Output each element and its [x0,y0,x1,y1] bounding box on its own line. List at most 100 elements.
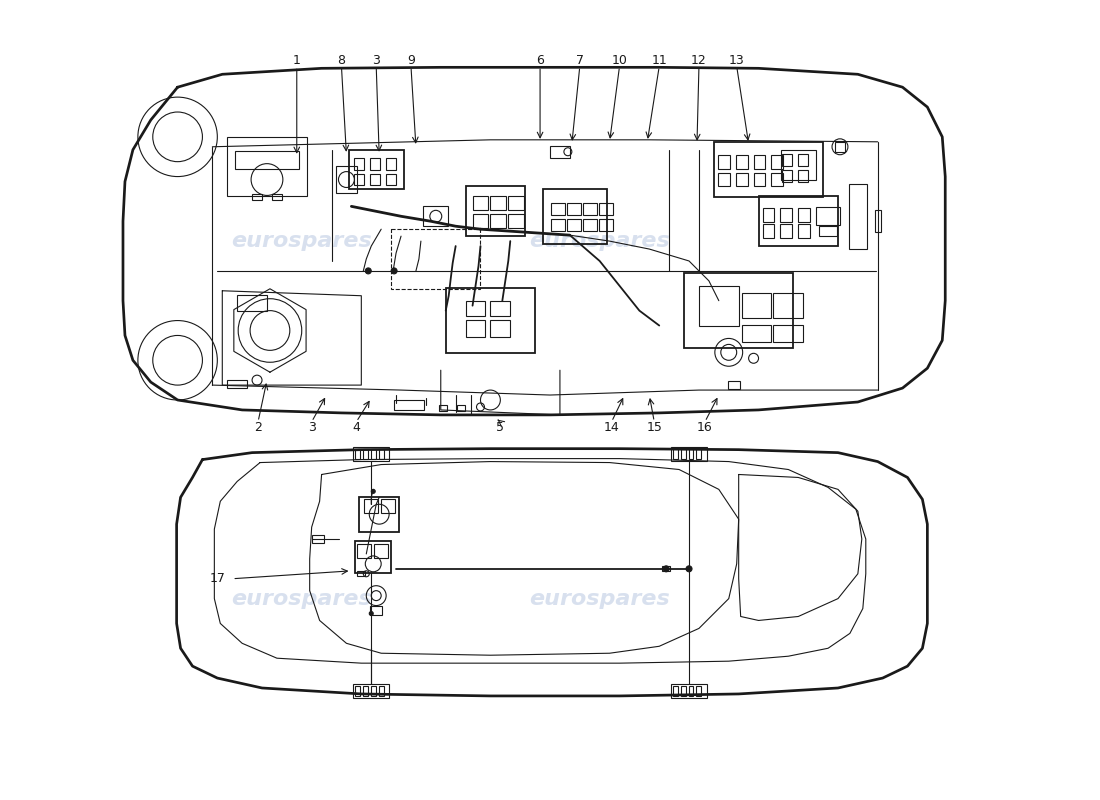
Circle shape [365,268,372,274]
Bar [358,571,365,576]
Circle shape [372,490,375,494]
Bar [439,405,447,411]
Bar [771,173,783,186]
Bar [681,686,685,696]
Bar [698,286,739,326]
Circle shape [663,566,669,572]
Bar [353,684,389,698]
Bar [835,142,845,152]
Text: 13: 13 [729,54,745,67]
Bar [671,446,707,461]
Bar [696,449,702,458]
Bar [378,449,384,458]
Bar [491,197,506,210]
Bar [238,294,267,310]
Bar [363,449,367,458]
Bar [473,197,488,210]
Bar [771,154,783,169]
Text: 12: 12 [691,54,707,67]
Bar [754,154,766,169]
Bar [714,142,823,197]
Bar [681,449,685,458]
Bar [782,154,792,166]
Bar [550,146,570,158]
Bar [456,405,464,411]
Bar [355,686,360,696]
Bar [354,158,364,170]
Bar [228,137,307,197]
Bar [566,219,581,231]
Text: 7: 7 [575,54,584,67]
Bar [382,499,395,514]
Text: 1: 1 [293,54,300,67]
Bar [252,194,262,200]
Bar [446,288,535,353]
Bar [583,219,596,231]
Bar [671,684,707,698]
Text: 2: 2 [254,422,262,434]
Bar [780,208,792,222]
Bar [799,224,811,238]
Bar [782,170,792,182]
Bar [349,150,404,190]
Bar [392,229,481,289]
Text: eurospares: eurospares [231,231,372,251]
Text: 6: 6 [536,54,544,67]
Bar [465,301,485,316]
Bar [371,174,381,186]
Bar [465,186,525,236]
Bar [849,184,867,249]
Bar [371,449,376,458]
Bar [799,208,811,222]
Bar [508,197,525,210]
Bar [820,226,837,236]
Text: 15: 15 [647,422,662,434]
Bar [394,400,424,410]
Bar [799,170,808,182]
Bar [355,541,392,573]
Bar [508,214,525,228]
Text: 10: 10 [612,54,627,67]
Bar [672,686,678,696]
Bar [386,174,396,186]
Bar [781,150,815,179]
Bar [542,189,607,243]
Text: 9: 9 [407,54,415,67]
Bar [689,686,693,696]
Text: 5: 5 [496,422,504,434]
Text: eurospares: eurospares [529,231,670,251]
Bar [551,219,565,231]
Bar [353,446,389,461]
Bar [566,203,581,215]
Bar [355,449,360,458]
Text: 4: 4 [352,422,361,434]
Bar [491,301,510,316]
Bar [371,158,381,170]
Bar [799,154,808,166]
Bar [378,686,384,696]
Bar [360,497,399,531]
Bar [336,166,358,194]
Bar [662,566,670,571]
Bar [741,294,771,318]
Text: 14: 14 [604,422,619,434]
Bar [736,173,748,186]
Bar [754,173,766,186]
Bar [598,219,613,231]
Text: 16: 16 [697,422,713,434]
Bar [815,207,840,226]
Bar [736,154,748,169]
Bar [583,203,596,215]
Bar [371,606,382,615]
Circle shape [370,611,373,615]
Bar [311,535,323,543]
Circle shape [686,566,692,572]
Bar [465,319,485,338]
Bar [684,274,793,348]
Bar [689,449,693,458]
Bar [672,449,678,458]
Bar [364,499,378,514]
Bar [874,210,881,232]
Bar [773,294,803,318]
Bar [718,154,729,169]
